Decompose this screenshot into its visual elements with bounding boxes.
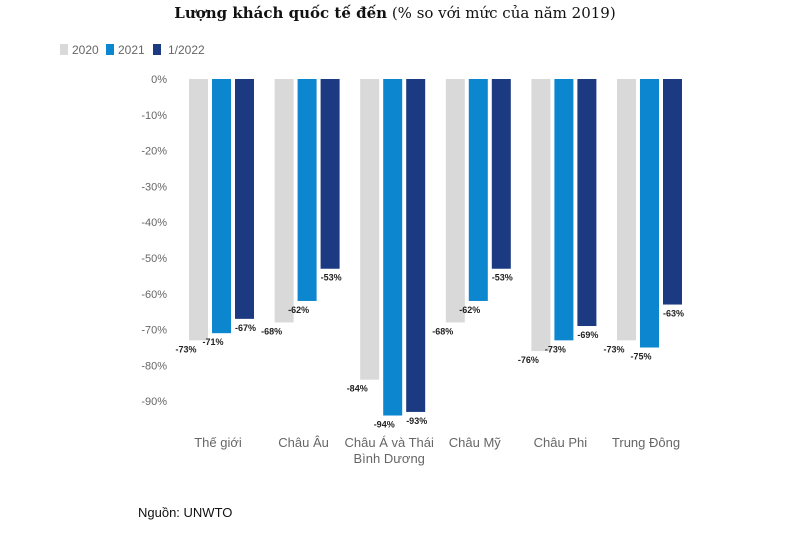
bar-0-1 [274, 79, 294, 323]
legend-label-1: 2021 [118, 43, 145, 57]
category-label-2-line1: Bình Dương [353, 451, 424, 466]
bar-1-0 [212, 79, 231, 334]
y-tick-label: -10% [141, 110, 167, 122]
data-label-0-2: -84% [347, 384, 368, 394]
bar-1-1 [297, 79, 317, 301]
chart-title-bold: Lượng khách quốc tế đến [174, 4, 388, 22]
legend-label-2: 1/2022 [168, 43, 205, 57]
y-tick-label: -40% [141, 217, 167, 229]
legend-swatch-0 [60, 44, 68, 55]
source-note: Nguồn: UNWTO [138, 505, 233, 520]
bar-0-2 [360, 79, 380, 380]
category-label-3: Châu Mỹ [449, 435, 502, 450]
category-label-1: Châu Âu [278, 435, 329, 450]
legend-swatch-2 [153, 44, 161, 55]
y-tick-label: -80% [141, 360, 167, 372]
legend-swatch-1 [106, 44, 114, 55]
y-tick-label: -70% [141, 325, 167, 337]
legend-label-0: 2020 [72, 43, 99, 57]
data-label-0-3: -68% [432, 326, 453, 336]
bar-0-5 [617, 79, 636, 341]
data-label-2-4: -69% [577, 330, 598, 340]
data-label-1-3: -62% [459, 305, 480, 315]
data-label-2-2: -93% [406, 416, 427, 426]
data-label-1-0: -71% [202, 337, 223, 347]
data-label-0-5: -73% [603, 344, 624, 354]
chart-title-rest: (% so với mức của năm 2019) [387, 4, 616, 22]
bar-1-3 [468, 79, 488, 301]
bar-0-0 [189, 79, 208, 341]
bar-1-5 [640, 79, 659, 348]
bar-0-3 [445, 79, 465, 323]
category-label-2: Châu Á và Thái [345, 435, 434, 450]
y-tick-label: -30% [141, 181, 167, 193]
bar-2-1 [320, 79, 340, 269]
data-label-2-5: -63% [663, 309, 684, 319]
category-label-4: Châu Phi [534, 435, 588, 450]
y-tick-label: -60% [141, 289, 167, 301]
y-tick-label: 0% [151, 74, 167, 86]
data-label-0-0: -73% [175, 344, 196, 354]
data-label-2-1: -53% [321, 273, 342, 283]
bar-2-4 [577, 79, 597, 327]
data-label-0-4: -76% [518, 355, 539, 365]
bar-1-4 [554, 79, 574, 341]
bar-2-3 [491, 79, 511, 269]
data-label-2-3: -53% [492, 273, 513, 283]
bar-1-2 [383, 79, 403, 416]
chart-title: Lượng khách quốc tế đến (% so với mức củ… [0, 4, 790, 22]
bar-0-4 [531, 79, 551, 352]
data-label-2-0: -67% [235, 323, 256, 333]
y-tick-label: -90% [141, 396, 167, 408]
data-label-1-4: -73% [545, 344, 566, 354]
data-label-1-2: -94% [374, 420, 395, 430]
y-tick-label: -20% [141, 146, 167, 158]
category-label-5: Trung Đông [612, 435, 680, 450]
bar-2-0 [235, 79, 254, 319]
bar-2-2 [406, 79, 426, 412]
data-label-1-5: -75% [630, 352, 651, 362]
bar-2-5 [663, 79, 682, 305]
category-label-0: Thế giới [194, 435, 242, 450]
data-label-0-1: -68% [261, 326, 282, 336]
y-tick-label: -50% [141, 253, 167, 265]
data-label-1-1: -62% [288, 305, 309, 315]
